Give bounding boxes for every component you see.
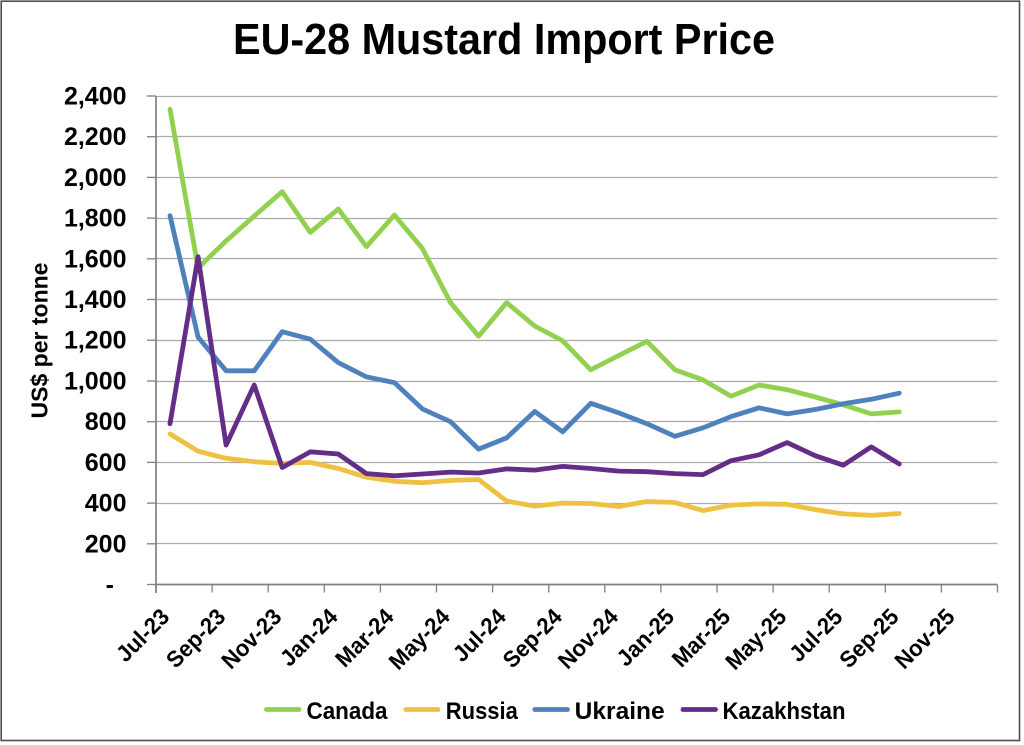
svg-text:Canada: Canada xyxy=(307,698,389,725)
svg-text:Russia: Russia xyxy=(446,698,519,725)
svg-text:2,000: 2,000 xyxy=(64,164,127,192)
svg-text:US$ per tonne: US$ per tonne xyxy=(27,263,53,419)
svg-text:2,400: 2,400 xyxy=(64,83,127,111)
svg-text:EU-28 Mustard Import Price: EU-28 Mustard Import Price xyxy=(233,15,775,64)
svg-text:1,800: 1,800 xyxy=(64,205,127,233)
svg-text:-: - xyxy=(106,571,114,599)
svg-text:1,400: 1,400 xyxy=(64,286,127,314)
svg-text:Kazakhstan: Kazakhstan xyxy=(723,698,846,725)
svg-text:1,200: 1,200 xyxy=(64,327,127,355)
svg-text:400: 400 xyxy=(85,490,127,518)
svg-text:600: 600 xyxy=(85,449,127,477)
svg-text:1,000: 1,000 xyxy=(64,368,127,396)
svg-text:1,600: 1,600 xyxy=(64,245,127,273)
svg-text:Ukraine: Ukraine xyxy=(575,698,665,725)
svg-text:200: 200 xyxy=(85,530,127,558)
svg-text:2,200: 2,200 xyxy=(64,123,127,151)
svg-text:800: 800 xyxy=(85,408,127,436)
